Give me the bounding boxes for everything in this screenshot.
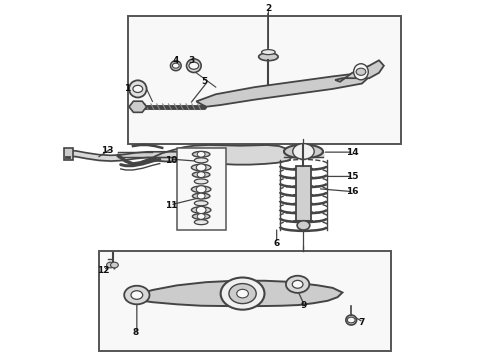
Bar [64,148,73,159]
Ellipse shape [195,201,208,206]
Text: 11: 11 [165,201,177,210]
Text: 12: 12 [98,266,110,275]
Text: 16: 16 [346,187,359,196]
Circle shape [172,63,179,68]
Bar [296,166,311,221]
Text: 14: 14 [346,148,359,157]
Ellipse shape [193,213,210,219]
Ellipse shape [187,59,201,72]
Polygon shape [125,281,343,306]
Ellipse shape [192,207,211,213]
Ellipse shape [171,61,181,71]
Circle shape [196,206,206,213]
Ellipse shape [262,50,275,55]
Circle shape [229,284,256,303]
Circle shape [124,286,149,304]
Polygon shape [196,73,372,107]
Text: 2: 2 [265,4,271,13]
Ellipse shape [195,220,208,225]
Circle shape [197,172,205,177]
Text: 1: 1 [124,84,130,93]
Circle shape [347,317,355,323]
Ellipse shape [284,145,323,158]
Ellipse shape [354,64,368,80]
Text: 10: 10 [165,156,177,165]
Polygon shape [335,60,384,82]
Bar [128,16,401,144]
Circle shape [196,186,206,193]
Text: 4: 4 [172,56,179,65]
Bar [99,251,391,351]
Circle shape [356,68,366,75]
Text: 5: 5 [201,77,207,86]
Circle shape [197,152,205,157]
Circle shape [189,62,199,69]
Circle shape [293,144,314,159]
Polygon shape [150,145,294,165]
Circle shape [237,289,248,298]
Circle shape [131,291,143,299]
Circle shape [292,280,303,288]
Ellipse shape [129,80,147,98]
Circle shape [197,193,205,199]
Ellipse shape [193,172,210,177]
Text: 6: 6 [273,239,280,248]
Circle shape [286,276,309,293]
Ellipse shape [193,152,210,157]
Circle shape [220,278,265,310]
Polygon shape [129,101,147,112]
Ellipse shape [192,164,211,171]
Circle shape [111,262,118,268]
Text: 7: 7 [359,318,365,327]
Ellipse shape [192,186,211,193]
Circle shape [297,221,310,230]
Text: 8: 8 [132,328,139,337]
Ellipse shape [193,193,210,199]
Circle shape [107,262,115,268]
Text: 3: 3 [188,56,195,65]
Circle shape [133,85,143,93]
Text: 13: 13 [101,146,114,155]
Text: 9: 9 [300,301,307,310]
Ellipse shape [195,179,208,184]
Ellipse shape [259,53,278,61]
Text: 15: 15 [346,172,359,181]
Bar [177,148,225,230]
Circle shape [196,164,206,171]
Ellipse shape [195,158,208,163]
Ellipse shape [346,315,357,325]
Circle shape [197,213,205,219]
